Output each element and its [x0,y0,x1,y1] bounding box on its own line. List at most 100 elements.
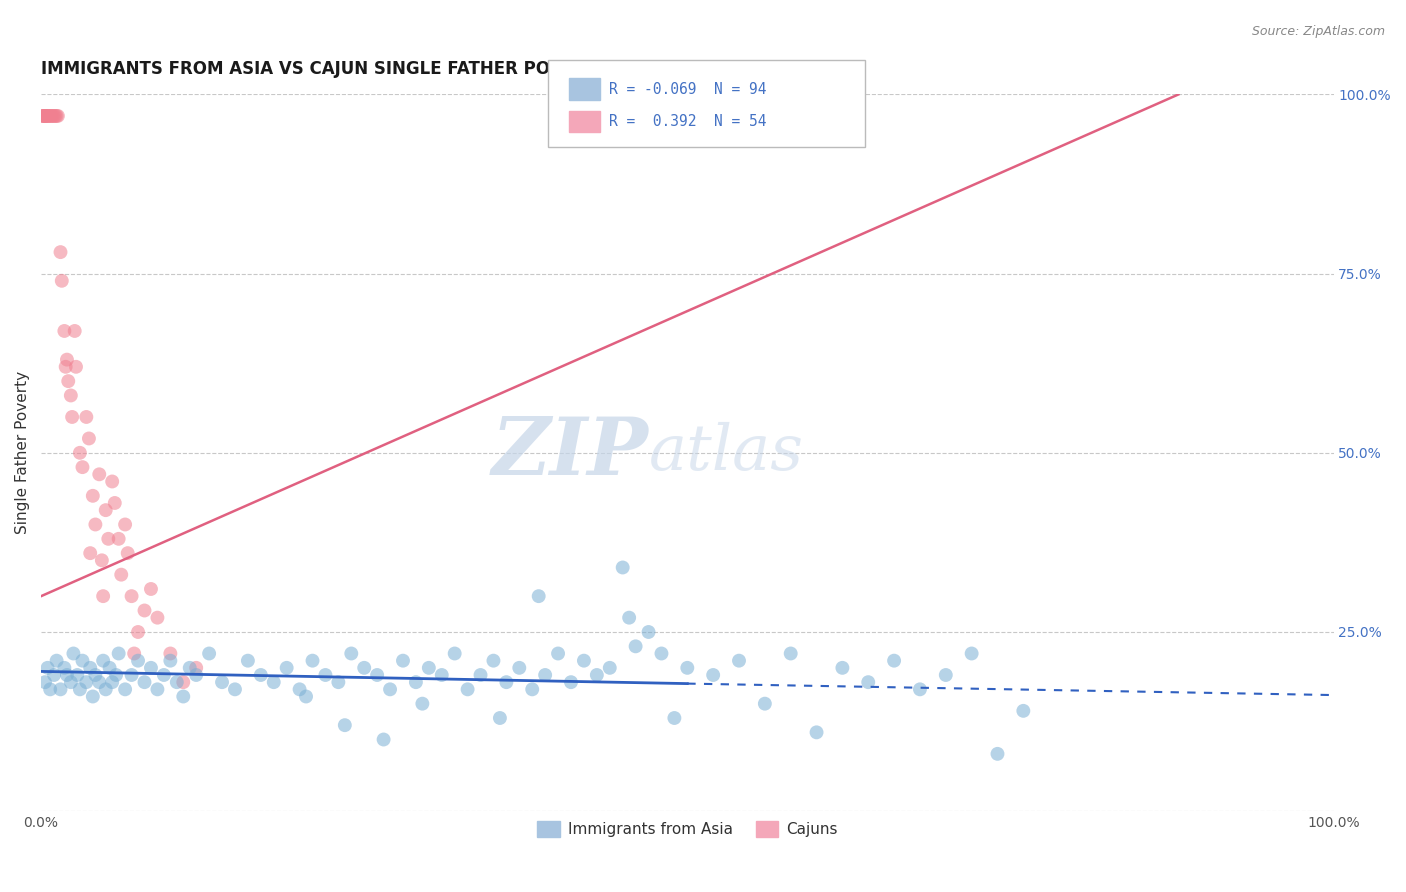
Point [121,589,143,603]
Point [121,668,143,682]
Point [94,503,117,517]
Point [45,654,67,668]
Point [34,109,56,123]
Point [51,274,73,288]
Point [42,668,65,682]
Point [211,675,233,690]
Point [37,109,59,123]
Point [55,359,77,374]
Point [560,675,582,690]
Point [470,668,492,682]
Point [186,661,208,675]
Point [392,654,415,668]
Point [585,668,607,682]
Point [94,682,117,697]
Point [82,690,104,704]
Point [159,647,181,661]
Point [79,661,101,675]
Point [97,532,120,546]
Point [288,682,311,697]
Point [59,388,82,402]
Point [49,245,72,260]
Point [56,352,79,367]
Point [159,654,181,668]
Point [617,610,640,624]
Point [72,460,94,475]
Point [107,647,129,661]
Text: R = -0.069  N = 94: R = -0.069 N = 94 [609,82,766,96]
Point [612,560,634,574]
Point [37,661,59,675]
Point [728,654,751,668]
Point [806,725,828,739]
Point [489,711,512,725]
Point [430,668,453,682]
Point [858,675,880,690]
Point [39,682,62,697]
Point [457,682,479,697]
Point [301,654,323,668]
Point [276,661,298,675]
Text: Source: ZipAtlas.com: Source: ZipAtlas.com [1251,25,1385,38]
Point [295,690,318,704]
Point [314,668,336,682]
Point [107,532,129,546]
Point [637,625,659,640]
Y-axis label: Single Father Poverty: Single Father Poverty [15,371,30,534]
Point [333,718,356,732]
Point [35,109,58,123]
Point [418,661,440,675]
Point [340,647,363,661]
Point [263,675,285,690]
Point [56,668,79,682]
Point [37,109,59,123]
Point [166,675,188,690]
Point [53,661,76,675]
Point [62,647,84,661]
Text: ZIP: ZIP [492,414,648,491]
Point [127,654,149,668]
Point [172,675,194,690]
Point [664,711,686,725]
Point [32,109,55,123]
Point [139,661,162,675]
Point [84,517,107,532]
Point [527,589,550,603]
Point [508,661,530,675]
Point [224,682,246,697]
Point [77,432,100,446]
Point [34,109,56,123]
Point [46,109,69,123]
Point [179,661,201,675]
Point [127,625,149,640]
Point [198,647,221,661]
Point [935,668,957,682]
Point [495,675,517,690]
Point [69,682,91,697]
Point [75,675,97,690]
Point [42,109,65,123]
Point [779,647,801,661]
Point [45,109,67,123]
Point [599,661,621,675]
Point [373,732,395,747]
Text: IMMIGRANTS FROM ASIA VS CAJUN SINGLE FATHER POVERTY CORRELATION CHART: IMMIGRANTS FROM ASIA VS CAJUN SINGLE FAT… [41,60,814,78]
Point [443,647,465,661]
Point [411,697,433,711]
Point [65,359,87,374]
Point [547,647,569,661]
Point [98,661,121,675]
Point [53,324,76,338]
Point [134,675,156,690]
Point [702,668,724,682]
Point [114,682,136,697]
Point [676,661,699,675]
Point [172,690,194,704]
Point [534,668,557,682]
Point [59,675,82,690]
Point [250,668,273,682]
Point [79,546,101,560]
Point [328,675,350,690]
Point [139,582,162,596]
Point [34,675,56,690]
